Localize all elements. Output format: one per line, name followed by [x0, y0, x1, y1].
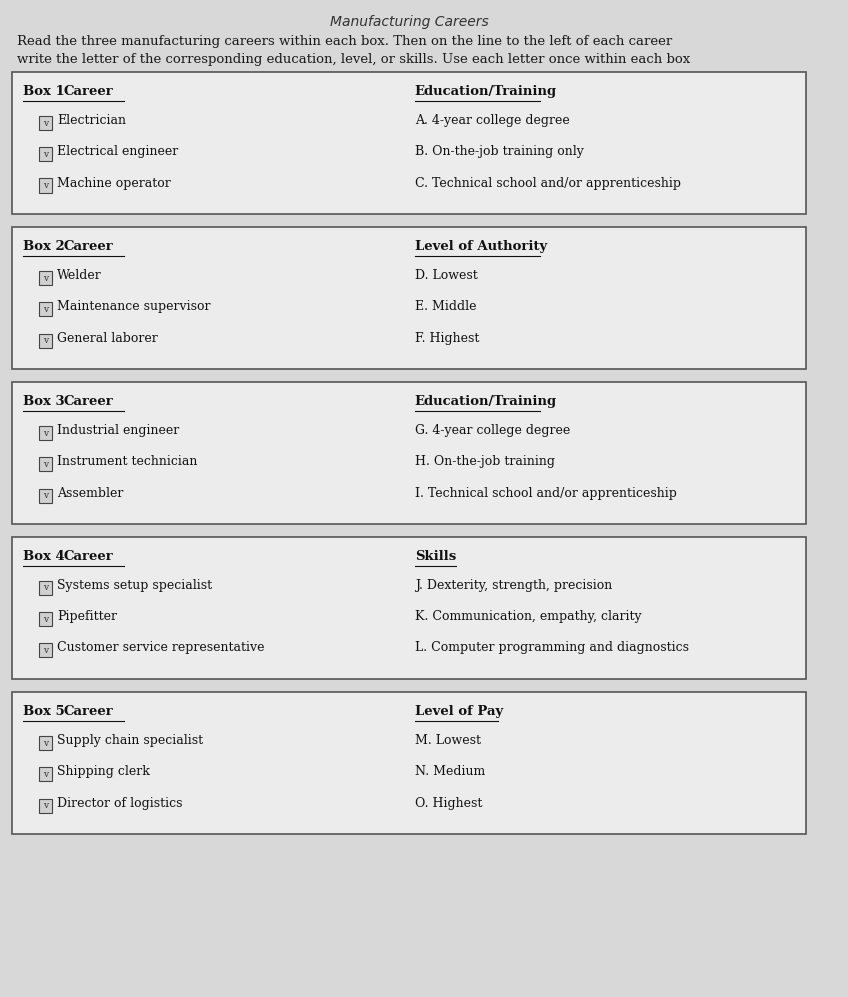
Text: L. Computer programming and diagnostics: L. Computer programming and diagnostics [415, 641, 689, 654]
Text: Maintenance supervisor: Maintenance supervisor [57, 300, 210, 313]
Text: Read the three manufacturing careers within each box. Then on the line to the le: Read the three manufacturing careers wit… [17, 35, 672, 48]
Bar [39, 302, 52, 316]
Text: Box 1: Box 1 [23, 85, 65, 98]
Text: Box 3: Box 3 [23, 395, 64, 408]
Text: Electrical engineer: Electrical engineer [57, 146, 178, 159]
Text: v: v [42, 336, 47, 345]
Text: v: v [42, 119, 47, 128]
Bar [39, 178, 52, 192]
Bar [39, 799, 52, 813]
Text: v: v [42, 429, 47, 438]
Text: Level of Authority: Level of Authority [415, 240, 547, 253]
Text: Assembler: Assembler [57, 487, 123, 499]
Text: v: v [42, 460, 47, 469]
Text: Customer service representative: Customer service representative [57, 641, 265, 654]
Bar [39, 148, 52, 162]
Text: K. Communication, empathy, clarity: K. Communication, empathy, clarity [415, 610, 641, 623]
Text: Systems setup specialist: Systems setup specialist [57, 579, 212, 592]
Text: Skills: Skills [415, 550, 456, 563]
Text: v: v [42, 646, 47, 655]
Text: F. Highest: F. Highest [415, 331, 479, 345]
Text: Pipefitter: Pipefitter [57, 610, 117, 623]
FancyBboxPatch shape [12, 382, 806, 524]
Text: E. Middle: E. Middle [415, 300, 477, 313]
Text: J. Dexterity, strength, precision: J. Dexterity, strength, precision [415, 579, 612, 592]
Text: I. Technical school and/or apprenticeship: I. Technical school and/or apprenticeshi… [415, 487, 677, 499]
Text: v: v [42, 305, 47, 314]
Text: Manufacturing Careers: Manufacturing Careers [330, 15, 488, 29]
Bar [39, 643, 52, 657]
Text: Career: Career [64, 550, 114, 563]
Text: Career: Career [64, 240, 114, 253]
Bar [39, 426, 52, 440]
Text: v: v [42, 739, 47, 748]
Text: Box 4: Box 4 [23, 550, 65, 563]
FancyBboxPatch shape [12, 692, 806, 834]
Text: Career: Career [64, 395, 114, 408]
Text: Electrician: Electrician [57, 114, 126, 127]
Bar [39, 334, 52, 348]
Text: Box 2: Box 2 [23, 240, 65, 253]
Text: Supply chain specialist: Supply chain specialist [57, 734, 203, 747]
Text: Shipping clerk: Shipping clerk [57, 766, 150, 779]
Text: H. On-the-job training: H. On-the-job training [415, 456, 555, 469]
Text: v: v [42, 491, 47, 500]
Text: B. On-the-job training only: B. On-the-job training only [415, 146, 583, 159]
Text: write the letter of the corresponding education, level, or skills. Use each lett: write the letter of the corresponding ed… [17, 53, 690, 66]
Text: N. Medium: N. Medium [415, 766, 485, 779]
Bar [39, 489, 52, 502]
Text: Instrument technician: Instrument technician [57, 456, 198, 469]
Text: Machine operator: Machine operator [57, 176, 170, 189]
Bar [39, 768, 52, 782]
Text: v: v [42, 770, 47, 779]
Text: Level of Pay: Level of Pay [415, 705, 503, 718]
Text: D. Lowest: D. Lowest [415, 269, 477, 282]
Bar [39, 116, 52, 130]
Text: v: v [42, 801, 47, 810]
Text: v: v [42, 150, 47, 159]
Text: v: v [42, 273, 47, 282]
Bar [39, 581, 52, 595]
FancyBboxPatch shape [12, 537, 806, 679]
Text: G. 4-year college degree: G. 4-year college degree [415, 424, 570, 437]
Text: v: v [42, 583, 47, 592]
Bar [39, 271, 52, 285]
Text: Education/Training: Education/Training [415, 395, 557, 408]
FancyBboxPatch shape [12, 227, 806, 369]
Text: C. Technical school and/or apprenticeship: C. Technical school and/or apprenticeshi… [415, 176, 681, 189]
Text: Career: Career [64, 705, 114, 718]
Bar [39, 736, 52, 750]
Text: v: v [42, 615, 47, 624]
Text: M. Lowest: M. Lowest [415, 734, 481, 747]
Text: Education/Training: Education/Training [415, 85, 557, 98]
Text: v: v [42, 181, 47, 190]
Text: Box 5: Box 5 [23, 705, 65, 718]
Text: Career: Career [64, 85, 114, 98]
FancyBboxPatch shape [12, 72, 806, 214]
Bar [39, 458, 52, 472]
Text: General laborer: General laborer [57, 331, 158, 345]
Text: Director of logistics: Director of logistics [57, 797, 182, 810]
Text: Industrial engineer: Industrial engineer [57, 424, 179, 437]
Text: O. Highest: O. Highest [415, 797, 483, 810]
Text: Welder: Welder [57, 269, 102, 282]
Bar [39, 612, 52, 626]
Text: A. 4-year college degree: A. 4-year college degree [415, 114, 570, 127]
